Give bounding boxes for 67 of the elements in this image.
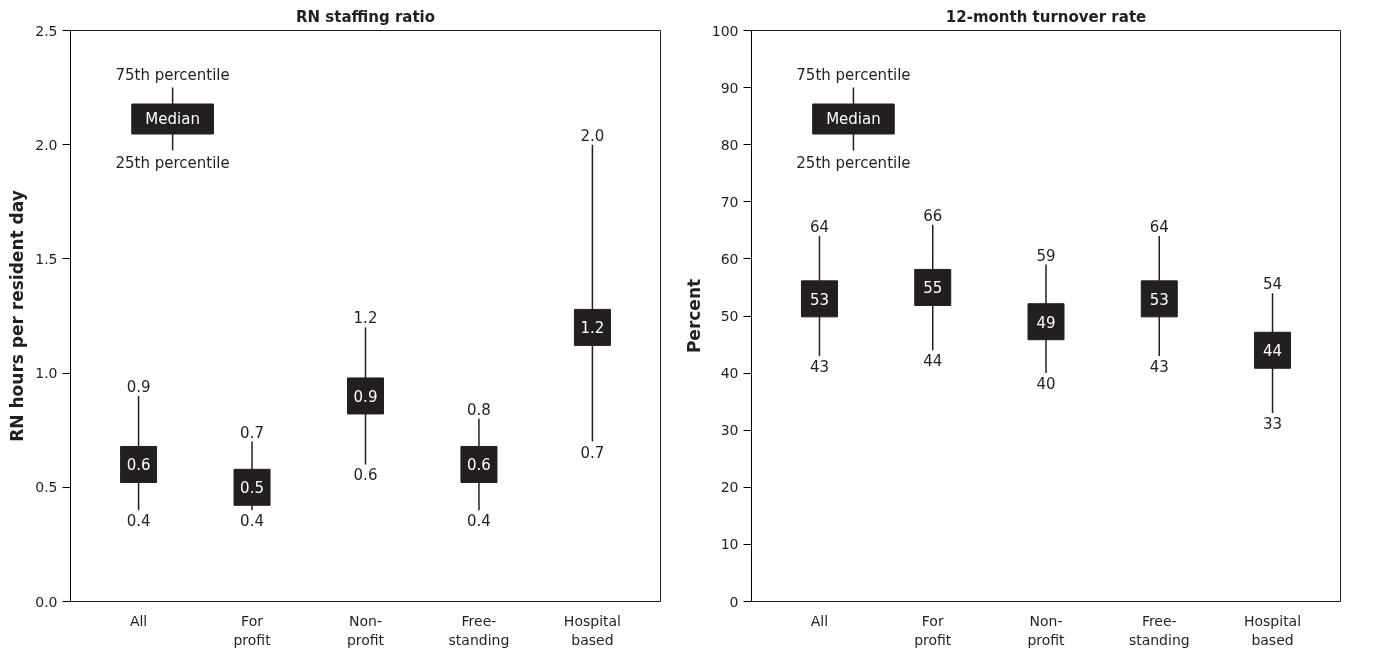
- y-tick-label: 50: [720, 308, 739, 324]
- annotation: 0.6: [353, 466, 378, 485]
- y-tick-label: 2.5: [35, 22, 58, 39]
- annotation: 25th percentile: [115, 154, 230, 173]
- data-label: 49: [1036, 313, 1056, 332]
- y-axis-title: RN hours per resident day: [7, 190, 28, 442]
- x-tick-label: For profit: [233, 612, 272, 648]
- y-tick-label: 60: [720, 250, 739, 267]
- y-tick-label: 40: [720, 365, 739, 382]
- annotation: 0.4: [467, 512, 491, 531]
- y-tick-label: 10: [720, 536, 739, 553]
- y-tick-label: 0.0: [35, 593, 58, 610]
- x-tick-label: All: [129, 612, 148, 629]
- data-label: 44: [1262, 342, 1283, 361]
- annotation: 43: [809, 357, 830, 376]
- y-tick-label: 1.0: [35, 365, 58, 382]
- y-tick-label: 1.5: [35, 250, 58, 267]
- annotation: 2.0: [580, 126, 605, 145]
- annotation: 64: [809, 218, 830, 237]
- annotation: 44: [923, 352, 943, 371]
- y-tick-label: 0.5: [35, 479, 58, 496]
- y-tick-label: 90: [720, 79, 739, 96]
- x-tick-label: Free-standing: [1128, 612, 1190, 648]
- annotation: 64: [1149, 218, 1169, 237]
- annotation: 25th percentile: [796, 154, 911, 173]
- annotation: 43: [1149, 357, 1169, 376]
- x-tick-label: Hospital based: [563, 612, 621, 648]
- y-axis-title: Percent: [683, 278, 704, 354]
- annotation: 0.7: [240, 423, 264, 442]
- annotation: 0.7: [580, 443, 605, 462]
- y-tick-label: 30: [720, 422, 739, 439]
- y-tick-label: 80: [720, 136, 739, 153]
- annotation: 75th percentile: [115, 65, 230, 84]
- data-label: 55: [923, 279, 943, 298]
- annotation: 1.2: [353, 309, 378, 328]
- y-tick-label: 100: [711, 22, 739, 39]
- annotation: Median: [145, 110, 200, 129]
- y-tick-label: 0: [729, 593, 739, 610]
- data-label: 53: [1149, 290, 1169, 309]
- data-label: 53: [809, 290, 830, 309]
- x-tick-label: Hospital based: [1243, 612, 1302, 648]
- data-label: 0.9: [353, 387, 378, 406]
- annotation: 0.9: [126, 377, 151, 396]
- x-tick-label: Non-profit: [1027, 612, 1066, 648]
- annotation: 33: [1262, 415, 1283, 434]
- y-tick-label: 70: [720, 193, 739, 210]
- chart-title: 12-month turnover rate: [945, 7, 1147, 26]
- x-tick-label: All: [810, 612, 829, 629]
- annotation: 40: [1036, 375, 1056, 394]
- annotation: 0.8: [467, 400, 491, 419]
- annotation: 0.4: [126, 512, 151, 531]
- chart-title: RN staffing ratio: [295, 7, 436, 26]
- data-label: 0.6: [126, 456, 151, 475]
- x-tick-label: For profit: [914, 612, 952, 648]
- data-label: 0.5: [240, 479, 264, 498]
- annotation: 75th percentile: [796, 65, 911, 84]
- annotation: 0.4: [240, 512, 264, 531]
- y-tick-label: 2.0: [35, 136, 58, 153]
- annotation: 54: [1262, 275, 1283, 294]
- data-label: 1.2: [580, 319, 605, 338]
- x-tick-label: Non-profit: [346, 612, 385, 648]
- annotation: 66: [923, 206, 943, 225]
- data-label: 0.6: [467, 456, 491, 475]
- annotation: 59: [1036, 246, 1056, 265]
- y-tick-label: 20: [720, 479, 739, 496]
- annotation: Median: [826, 110, 881, 129]
- x-tick-label: Free-standing: [448, 612, 510, 648]
